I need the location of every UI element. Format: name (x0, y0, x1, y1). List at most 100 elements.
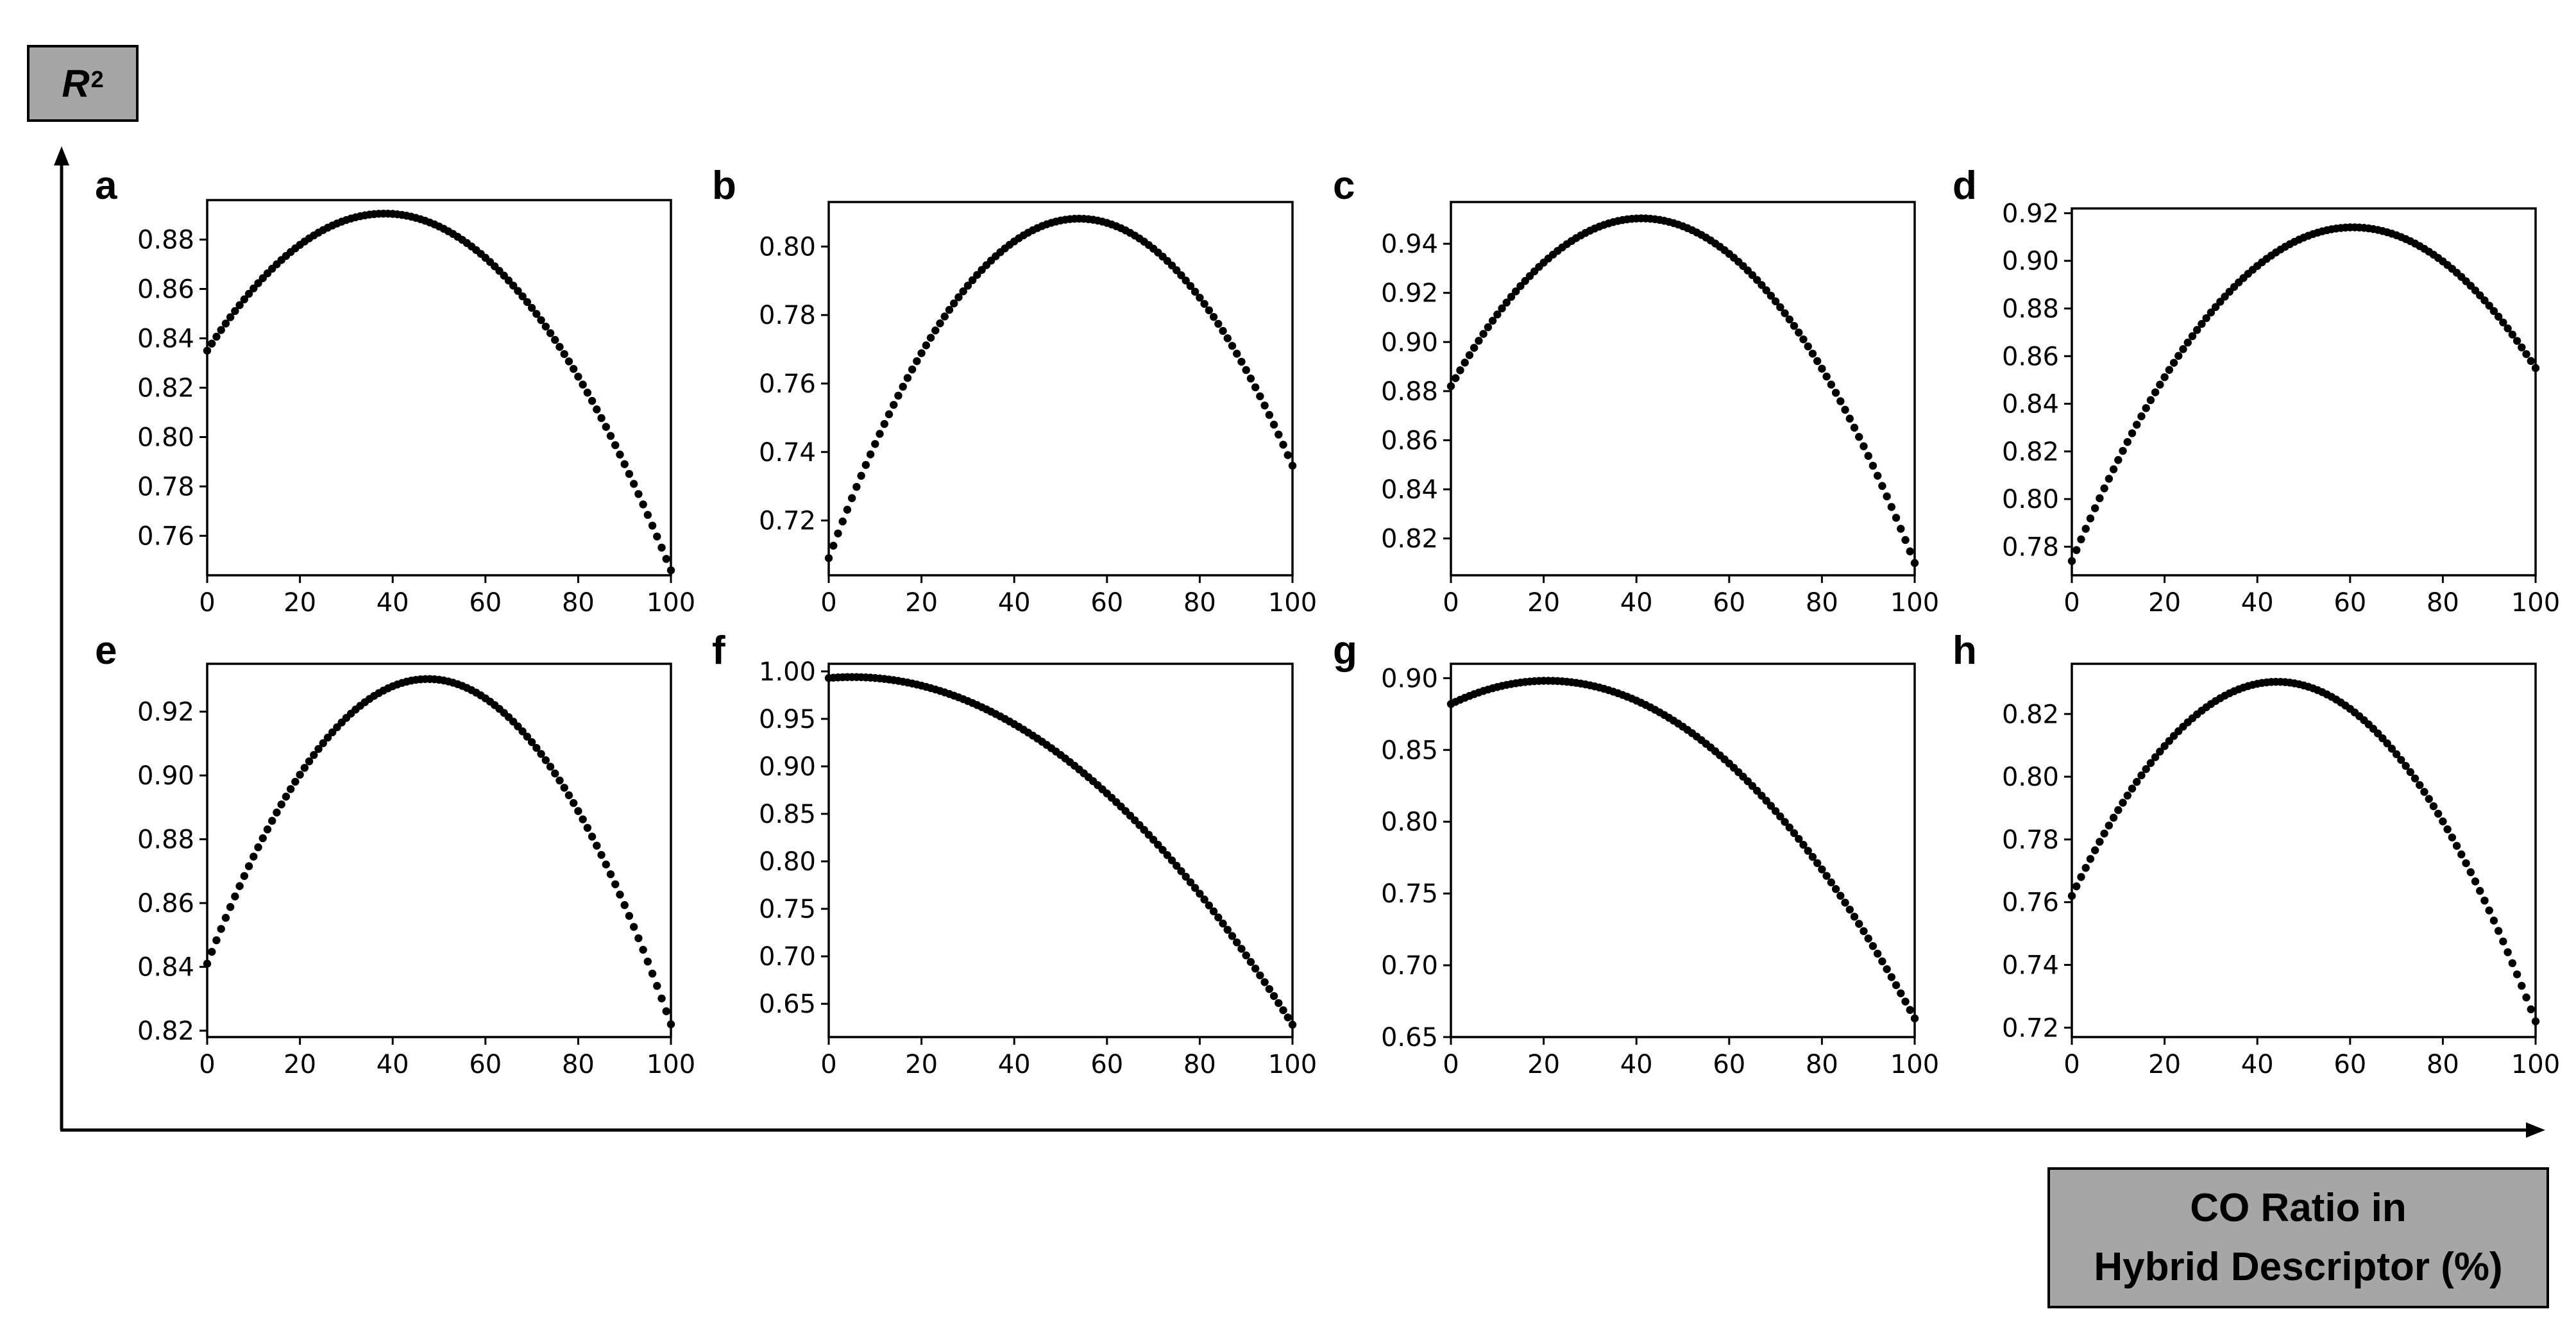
global-y-axis-arrowhead (54, 146, 69, 165)
data-point-a-4 (221, 319, 230, 328)
data-point-c-76 (1799, 335, 1808, 344)
x-tick-label-e-2: 40 (377, 1050, 409, 1079)
data-point-a-67 (514, 287, 522, 295)
x-tick-label-b-5: 100 (1268, 588, 1317, 618)
data-point-b-86 (1223, 334, 1232, 342)
y-tick-label-h-5: 0.82 (2002, 700, 2059, 729)
y-tick-label-f-3: 0.80 (759, 847, 816, 877)
data-point-c-84 (1836, 397, 1845, 405)
data-point-d-2 (2077, 535, 2085, 544)
data-point-h-8 (2105, 821, 2114, 830)
panel-h: h 0 20 40 60 80 100 0.72 0.74 0.76 0.78 0.80 0.82 (1953, 629, 2560, 1079)
data-point-e-5 (226, 903, 235, 911)
data-point-e-24 (314, 745, 323, 753)
data-point-e-77 (560, 784, 568, 792)
x-tick-label-e-5: 100 (647, 1050, 695, 1079)
data-point-h-19 (2156, 747, 2164, 756)
data-point-c-86 (1845, 414, 1854, 423)
data-point-g-72 (1781, 818, 1789, 826)
data-point-f-78 (1186, 878, 1195, 886)
x-tick-label-f-1: 20 (905, 1050, 938, 1079)
data-point-c-7 (1479, 330, 1487, 338)
panel-letter-e: e (95, 629, 117, 673)
y-tick-label-f-4: 0.85 (759, 800, 816, 829)
data-point-e-14 (268, 816, 276, 825)
y-tick-label-f-7: 1.00 (759, 657, 816, 687)
data-point-b-14 (890, 401, 898, 409)
data-point-b-83 (1209, 312, 1218, 321)
data-point-a-79 (569, 365, 578, 373)
data-point-a-2 (212, 332, 221, 341)
data-point-a-97 (653, 532, 661, 541)
data-point-e-83 (588, 832, 597, 841)
data-point-g-78 (1808, 852, 1817, 861)
data-point-b-97 (1275, 430, 1283, 439)
data-point-e-20 (296, 770, 304, 779)
x-tick-label-f-0: 0 (820, 1050, 836, 1079)
data-point-h-91 (2489, 916, 2498, 925)
data-point-a-68 (518, 292, 527, 301)
data-point-h-94 (2504, 948, 2512, 956)
panel-letter-d: d (1953, 164, 1977, 208)
data-point-a-78 (564, 357, 573, 366)
data-point-h-10 (2114, 806, 2123, 815)
data-point-c-90 (1864, 452, 1872, 460)
data-point-b-77 (1182, 276, 1190, 285)
data-point-a-69 (523, 298, 532, 307)
data-point-g-85 (1841, 899, 1849, 907)
data-point-e-78 (564, 791, 573, 800)
data-point-h-1 (2072, 882, 2081, 891)
y-tick-label-a-0: 0.76 (137, 521, 194, 551)
data-point-h-69 (2387, 745, 2396, 753)
data-point-h-75 (2416, 781, 2424, 789)
data-point-b-21 (922, 341, 931, 350)
data-point-d-17 (2146, 396, 2155, 405)
y-tick-label-h-1: 0.74 (2002, 951, 2059, 981)
data-point-d-4 (2086, 514, 2095, 523)
data-point-e-84 (593, 841, 601, 850)
data-point-c-1 (1452, 374, 1460, 382)
data-point-c-9 (1488, 316, 1497, 325)
data-point-d-30 (2207, 308, 2216, 317)
data-point-b-29 (959, 287, 967, 296)
data-point-c-12 (1502, 298, 1511, 307)
data-point-h-95 (2508, 959, 2517, 968)
data-point-e-11 (254, 843, 262, 852)
panel-e: e 0 20 40 60 80 100 0.82 0.84 0.86 0.88 0.90 0.92 (95, 629, 695, 1079)
data-point-c-77 (1804, 342, 1812, 351)
data-point-c-4 (1465, 351, 1474, 359)
x-axis-label-line1: CO Ratio in (2190, 1186, 2407, 1230)
data-point-f-77 (1182, 872, 1190, 881)
data-point-c-11 (1498, 304, 1506, 313)
data-point-h-89 (2480, 896, 2489, 905)
data-point-f-82 (1205, 901, 1214, 909)
data-point-d-92 (2494, 312, 2503, 321)
panel-b: b 0 20 40 60 80 100 0.72 0.74 0.76 0.78 0.80 (712, 164, 1317, 618)
data-point-a-73 (541, 322, 550, 331)
plot-frame-e (206, 663, 672, 1038)
data-point-e-93 (634, 934, 643, 943)
data-point-d-19 (2156, 380, 2164, 389)
y-axis-label-superscript: 2 (90, 66, 104, 92)
data-point-c-95 (1887, 503, 1896, 511)
x-tick-label-e-1: 20 (284, 1050, 316, 1079)
plot-frame-h (2071, 663, 2537, 1038)
x-tick-label-f-2: 40 (998, 1050, 1031, 1079)
x-tick-label-b-1: 20 (905, 588, 938, 618)
x-axis-label-line2: Hybrid Descriptor (%) (2094, 1245, 2503, 1289)
data-point-b-25 (940, 312, 949, 321)
y-tick-label-g-5: 0.90 (1381, 664, 1438, 693)
data-point-e-19 (291, 777, 300, 786)
panel-letter-b: b (712, 164, 736, 208)
y-tick-label-a-1: 0.78 (137, 472, 194, 502)
x-tick-label-b-0: 0 (820, 588, 836, 618)
data-point-h-77 (2425, 795, 2433, 803)
data-point-e-89 (616, 890, 624, 899)
data-point-e-2 (212, 936, 221, 945)
panels-group: a 0 20 40 60 80 100 0.76 0.78 0.80 0.82 0.84 0.86 0.8… (95, 164, 2560, 1079)
data-point-h-73 (2406, 768, 2414, 777)
panel-letter-g: g (1333, 629, 1357, 673)
data-point-e-92 (629, 923, 638, 931)
data-point-g-70 (1771, 807, 1780, 815)
data-point-a-93 (634, 490, 643, 498)
